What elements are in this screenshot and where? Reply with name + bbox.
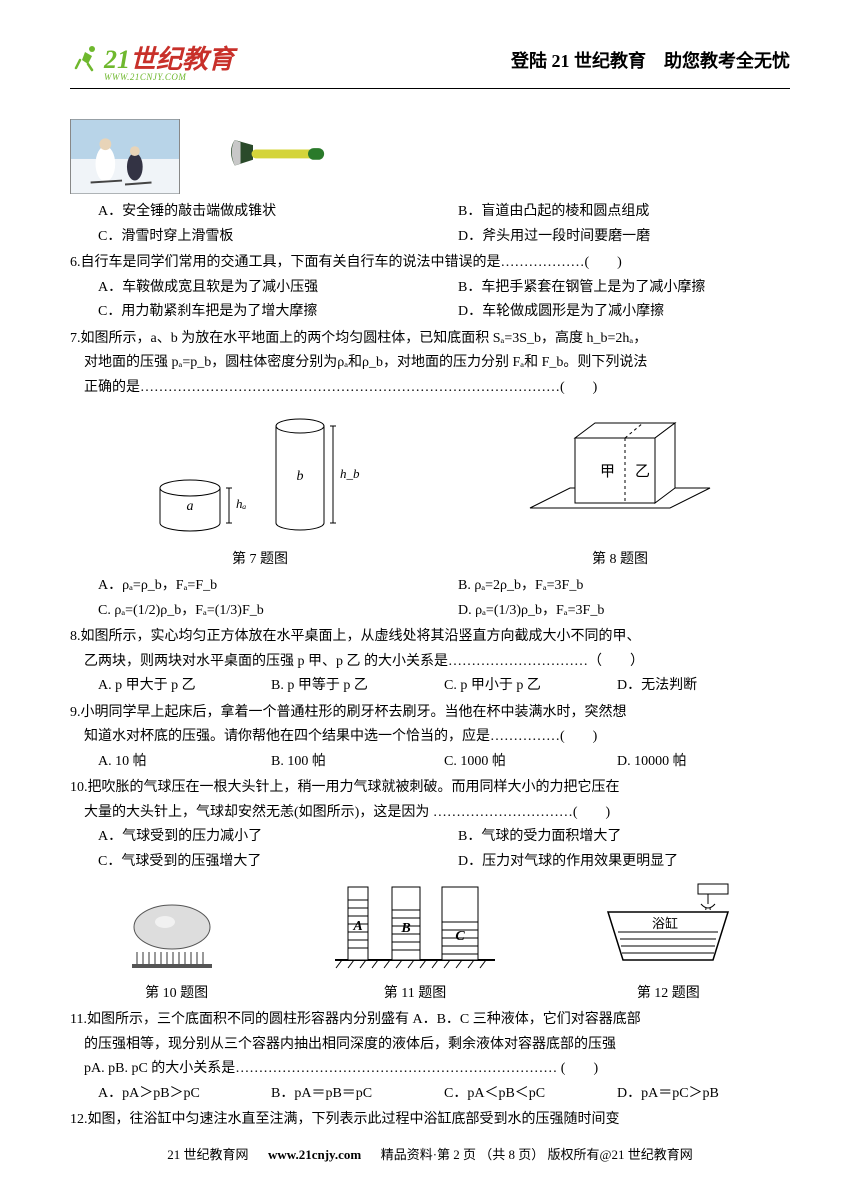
q8-l2: 乙两块，则两块对水平桌面的压强 p 甲、p 乙 的大小关系是…………………………… <box>70 650 790 675</box>
logo-text-red: 世纪教育 <box>130 45 234 74</box>
q9-opt-b: B. 100 帕 <box>271 750 444 775</box>
q10-diagram: 第 10 题图 <box>117 892 237 1006</box>
q7-opt-c: C. ρₐ=(1/2)ρ_b，Fₐ=(1/3)F_b <box>70 599 430 624</box>
logo-icon <box>70 42 100 72</box>
q11: 11.如图所示，三个底面积不同的圆柱形容器内分别盛有 A．B．C 三种液体，它们… <box>70 1008 790 1106</box>
q7-opt-d: D. ρₐ=(1/3)ρ_b，Fₐ=3F_b <box>430 599 790 624</box>
q6-opt-d: D．车轮做成圆形是为了减小摩擦 <box>430 300 790 325</box>
q7-opt-a: A．ρₐ=ρ_b，Fₐ=F_b <box>70 574 430 599</box>
svg-text:B: B <box>400 921 410 936</box>
header-divider <box>70 88 790 89</box>
thumbnail-row <box>70 119 790 194</box>
q11-opt-d: D．pA＝pC＞pB <box>617 1082 790 1107</box>
q7-opt-b: B. ρₐ=2ρ_b，Fₐ=3F_b <box>430 574 790 599</box>
q5-opt-a: A．安全锤的敲击端做成锥状 <box>70 200 430 225</box>
q9: 9.小明同学早上起床后，拿着一个普通柱形的刷牙杯去刷牙。当他在杯中装满水时，突然… <box>70 701 790 775</box>
svg-text:乙: 乙 <box>635 464 650 480</box>
svg-text:A: A <box>352 919 362 934</box>
q9-l2: 知道水对杯底的压强。请你帮他在四个结果中选一个恰当的，应是……………( ) <box>70 725 790 750</box>
q9-opt-c: C. 1000 帕 <box>444 750 617 775</box>
q11-caption: 第 11 题图 <box>330 982 500 1007</box>
q9-l1: 9.小明同学早上起床后，拿着一个普通柱形的刷牙杯去刷牙。当他在杯中装满水时，突然… <box>70 701 790 726</box>
q12-caption: 第 12 题图 <box>593 982 743 1007</box>
header-slogan: 登陆 21 世纪教育 助您教考全无忧 <box>511 47 790 73</box>
q10-l1: 10.把吹胀的气球压在一根大头针上，稍一用力气球就被刺破。而用同样大小的力把它压… <box>70 776 790 801</box>
q11-opt-b: B．pA＝pB＝pC <box>271 1082 444 1107</box>
q11-l3: pA. pB. pC 的大小关系是……………………………………………………………… <box>70 1057 790 1082</box>
q8-opt-b: B. p 甲等于 p 乙 <box>271 674 444 699</box>
q7-caption: 第 7 题图 <box>140 548 380 573</box>
page-header: 21世纪教育 WWW.21CNJY.COM 登陆 21 世纪教育 助您教考全无忧 <box>70 30 790 90</box>
q12: 12.如图，往浴缸中匀速注水直至注满，下列表示此过程中浴缸底部受到水的压强随时间… <box>70 1108 790 1133</box>
q11-opt-c: C．pA＜pB＜pC <box>444 1082 617 1107</box>
q10-opt-a: A．气球受到的压力减小了 <box>70 825 430 850</box>
q6-stem: 6.自行车是同学们常用的交通工具，下面有关自行车的说法中错误的是………………( … <box>70 251 790 276</box>
q5-opt-b: B．盲道由凸起的棱和圆点组成 <box>430 200 790 225</box>
svg-text:C: C <box>455 929 465 944</box>
q8-opt-d: D．无法判断 <box>617 674 790 699</box>
logo-text: 21世纪教育 <box>104 39 234 76</box>
q5-options: A．安全锤的敲击端做成锥状 B．盲道由凸起的棱和圆点组成 C．滑雪时穿上滑雪板 … <box>70 200 790 249</box>
q11-l1: 11.如图所示，三个底面积不同的圆柱形容器内分别盛有 A．B．C 三种液体，它们… <box>70 1008 790 1033</box>
q7: 7.如图所示，a、b 为放在水平地面上的两个均匀圆柱体，已知底面积 Sₐ=3S_… <box>70 327 790 624</box>
q10-l2: 大量的大头针上，气球却安然无恙(如图所示)，这是因为 …………………………( ) <box>70 801 790 826</box>
footer-prefix: 21 世纪教育网 <box>167 1147 248 1162</box>
q11-diagram: A B C 第 11 题图 <box>330 882 500 1006</box>
q6-opt-a: A．车鞍做成宽且软是为了减小压强 <box>70 276 430 301</box>
q10-opt-c: C．气球受到的压强增大了 <box>70 850 430 875</box>
q8-opt-a: A. p 甲大于 p 乙 <box>98 674 271 699</box>
q6-opt-c: C．用力勒紧刹车把是为了增大摩擦 <box>70 300 430 325</box>
q7-diagram: a hₐ b h_b <box>140 408 380 572</box>
q6-opt-b: B．车把手紧套在钢管上是为了减小摩擦 <box>430 276 790 301</box>
svg-text:b: b <box>297 469 304 484</box>
q5-opt-c: C．滑雪时穿上滑雪板 <box>70 225 430 250</box>
q11-opt-a: A．pA＞pB＞pC <box>98 1082 271 1107</box>
q7-l3: 正确的是………………………………………………………………………………( ) <box>70 376 790 401</box>
q8-opt-c: C. p 甲小于 p 乙 <box>444 674 617 699</box>
thumb-axe <box>220 119 330 194</box>
q10: 10.把吹胀的气球压在一根大头针上，稍一用力气球就被刺破。而用同样大小的力把它压… <box>70 776 790 1006</box>
q8-l1: 8.如图所示，实心均匀正方体放在水平桌面上，从虚线处将其沿竖直方向截成大小不同的… <box>70 625 790 650</box>
q6: 6.自行车是同学们常用的交通工具，下面有关自行车的说法中错误的是………………( … <box>70 251 790 325</box>
logo-block: 21世纪教育 WWW.21CNJY.COM <box>70 39 234 82</box>
q5-opt-d: D．斧头用过一段时间要磨一磨 <box>430 225 790 250</box>
q12-l1: 12.如图，往浴缸中匀速注水直至注满，下列表示此过程中浴缸底部受到水的压强随时间… <box>70 1108 790 1133</box>
q7-l1: 7.如图所示，a、b 为放在水平地面上的两个均匀圆柱体，已知底面积 Sₐ=3S_… <box>70 327 790 352</box>
q8-diagram: 甲 乙 第 8 题图 <box>520 408 720 572</box>
logo-text-green: 21 <box>104 45 130 74</box>
thumb-ski <box>70 119 180 194</box>
q11-l2: 的压强相等，现分别从三个容器内抽出相同深度的液体后，剩余液体对容器底部的压强 <box>70 1033 790 1058</box>
footer-mid: 精品资料·第 2 页 （共 8 页） 版权所有@21 世纪教育网 <box>381 1147 693 1162</box>
q9-opt-d: D. 10000 帕 <box>617 750 790 775</box>
q9-opt-a: A. 10 帕 <box>98 750 271 775</box>
q8-caption: 第 8 题图 <box>520 548 720 573</box>
svg-text:浴缸: 浴缸 <box>652 916 678 931</box>
svg-text:甲: 甲 <box>600 464 615 480</box>
svg-text:a: a <box>187 499 194 514</box>
page-content: A．安全锤的敲击端做成锥状 B．盲道由凸起的棱和圆点组成 C．滑雪时穿上滑雪板 … <box>70 119 790 1133</box>
svg-text:h_b: h_b <box>340 466 360 481</box>
svg-text:hₐ: hₐ <box>236 496 247 511</box>
q10-caption: 第 10 题图 <box>117 982 237 1007</box>
q12-diagram: 浴缸 第 12 题图 <box>593 882 743 1006</box>
q10-opt-b: B．气球的受力面积增大了 <box>430 825 790 850</box>
q10-opt-d: D．压力对气球的作用效果更明显了 <box>430 850 790 875</box>
q8: 8.如图所示，实心均匀正方体放在水平桌面上，从虚线处将其沿竖直方向截成大小不同的… <box>70 625 790 699</box>
q7-l2: 对地面的压强 pₐ=p_b，圆柱体密度分别为ρₐ和ρ_b，对地面的压力分别 Fₐ… <box>70 351 790 376</box>
page-footer: 21 世纪教育网 www.21cnjy.com 精品资料·第 2 页 （共 8 … <box>0 1144 860 1163</box>
footer-url: www.21cnjy.com <box>268 1147 361 1162</box>
